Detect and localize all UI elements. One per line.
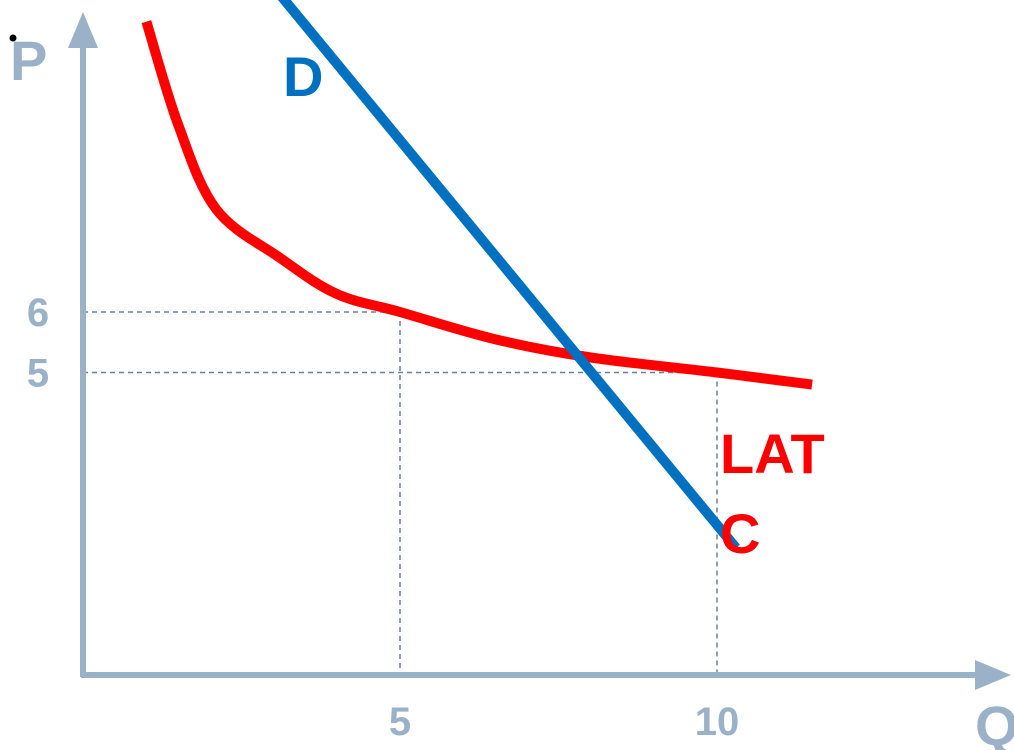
y-tick-label: 6 [27,291,49,335]
tick-labels: 5 10 6 5 [27,291,739,744]
cost-label: LAT [720,422,825,485]
curve-labels: D LAT C [283,45,825,565]
x-axis-label: Q [975,694,1014,750]
x-tick-label: 5 [389,700,411,744]
x-tick-label: 10 [695,700,740,744]
y-tick-label: 5 [27,352,49,396]
guide-lines [83,311,718,675]
curves [141,0,813,552]
y-axis-label: P [10,29,47,92]
x-axis-arrowhead [975,660,1011,690]
corner-dot [9,34,17,42]
cost-label-line2: C [720,502,760,565]
demand-label: D [283,45,323,108]
demand-curve [277,0,740,552]
cost-curve [141,20,813,390]
y-axis-arrowhead [68,12,98,48]
